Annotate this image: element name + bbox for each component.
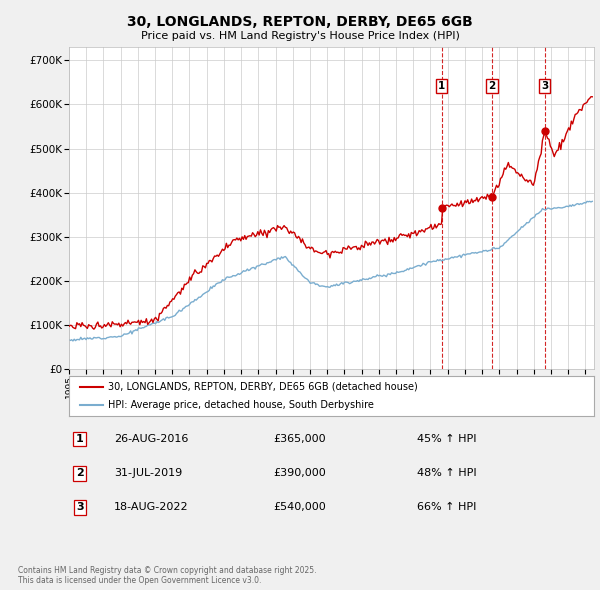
Text: HPI: Average price, detached house, South Derbyshire: HPI: Average price, detached house, Sout…: [109, 400, 374, 410]
Text: Price paid vs. HM Land Registry's House Price Index (HPI): Price paid vs. HM Land Registry's House …: [140, 31, 460, 41]
Text: 48% ↑ HPI: 48% ↑ HPI: [417, 468, 476, 478]
Text: 2: 2: [76, 468, 83, 478]
Text: 30, LONGLANDS, REPTON, DERBY, DE65 6GB: 30, LONGLANDS, REPTON, DERBY, DE65 6GB: [127, 15, 473, 29]
Text: 18-AUG-2022: 18-AUG-2022: [114, 503, 188, 512]
Text: £365,000: £365,000: [273, 434, 326, 444]
Text: 3: 3: [541, 81, 548, 91]
Text: £540,000: £540,000: [273, 503, 326, 512]
Text: 26-AUG-2016: 26-AUG-2016: [114, 434, 188, 444]
Text: 30, LONGLANDS, REPTON, DERBY, DE65 6GB (detached house): 30, LONGLANDS, REPTON, DERBY, DE65 6GB (…: [109, 382, 418, 392]
Text: 45% ↑ HPI: 45% ↑ HPI: [417, 434, 476, 444]
Text: 3: 3: [76, 503, 83, 512]
Text: 31-JUL-2019: 31-JUL-2019: [114, 468, 182, 478]
Text: £390,000: £390,000: [273, 468, 326, 478]
Text: 2: 2: [488, 81, 496, 91]
Text: 66% ↑ HPI: 66% ↑ HPI: [417, 503, 476, 512]
Text: 1: 1: [438, 81, 445, 91]
Text: 1: 1: [76, 434, 83, 444]
Text: Contains HM Land Registry data © Crown copyright and database right 2025.
This d: Contains HM Land Registry data © Crown c…: [18, 566, 317, 585]
